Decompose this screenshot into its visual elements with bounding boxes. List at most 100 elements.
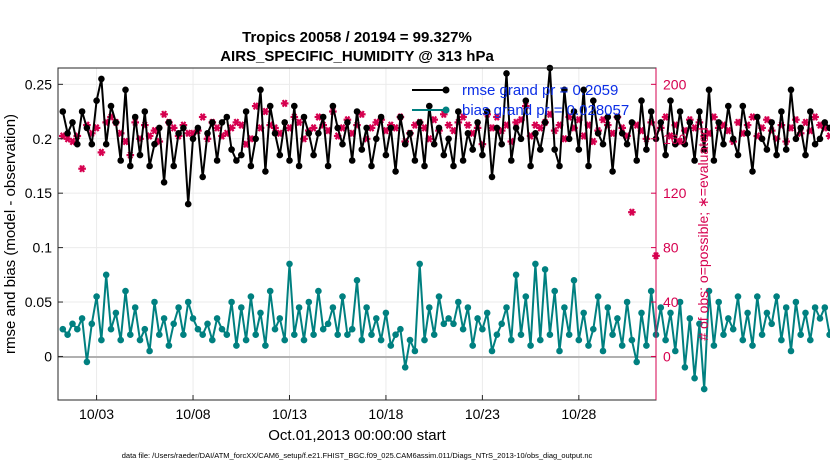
count-point-stroke [59,132,66,140]
count-point-stroke [358,110,365,119]
y-tick-label-right: 40 [663,294,679,310]
count-point [628,208,636,217]
bias-point [276,315,284,322]
count-point-stroke [98,148,105,157]
rmse-point [763,146,771,153]
bias-point [295,304,303,311]
rmse-series [59,64,830,208]
rmse-point [69,119,76,126]
count-point [493,113,501,121]
count-point [599,115,607,124]
count-point-stroke [243,140,249,149]
x-axis: 10/03 10/08 10/13 10/18 10/23 10/28 [79,395,597,422]
bias-point [319,325,327,333]
count-point-stroke [296,118,302,127]
rmse-point [324,162,332,170]
bias-point [117,336,124,344]
rmse-point [416,119,424,126]
rmse-point [643,146,650,153]
rmse-point [773,151,780,159]
rmse-point [792,135,800,143]
y-tick-label-left: 0.2 [33,131,53,147]
rmse-point [594,130,602,137]
rmse-point [686,119,694,126]
rmse-point [238,151,245,159]
bias-point [78,315,86,322]
count-point-stroke [310,124,317,132]
count-point-stroke [537,124,544,132]
bias-point [430,331,438,339]
rmse-point [459,157,467,164]
bias-point [541,266,549,273]
bias-point [739,336,747,344]
rmse-point [74,140,81,148]
rmse-point [127,162,134,170]
bias-point [83,358,91,366]
count-point [763,115,771,124]
count-point [444,121,453,129]
count-point-stroke [79,164,85,173]
rmse-point [483,108,491,115]
rmse-point [445,135,452,143]
bias-point [643,342,650,349]
rmse-point [696,108,703,115]
bias-point [459,325,467,333]
rmse-point [474,119,481,126]
count-point-stroke [214,124,220,132]
bias-point [522,293,530,300]
count-point-stroke [421,124,428,132]
count-point [213,124,221,132]
rmse-point [464,130,472,137]
bias-point [281,336,289,344]
bias-point [483,309,491,317]
bias-point [667,309,674,317]
bias-point [363,304,370,311]
rmse-point [98,75,105,83]
bias-point [797,331,804,339]
bias-point [266,287,274,295]
bias-point [710,342,718,349]
rmse-point [141,108,149,115]
bias-point [406,336,414,344]
rmse-point [551,146,558,153]
bias-point [517,331,525,339]
bias-point [464,304,472,311]
rmse-point [319,113,327,121]
rmse-point [734,151,742,159]
rmse-point [802,151,809,159]
count-point-stroke [146,132,153,140]
rmse-point [720,140,727,148]
bias-point [657,304,665,311]
count-point-stroke [170,124,177,132]
rmse-point [59,108,67,115]
rmse-point [281,119,289,126]
count-point-stroke [286,124,293,132]
rmse-point [729,135,737,143]
count-point [280,99,289,108]
rmse-point [585,162,592,170]
bias-point [532,260,539,268]
count-point [160,110,168,119]
rmse-point [537,146,544,153]
count-point-stroke [494,113,500,121]
count-point-stroke [667,132,674,140]
bias-point [609,331,616,339]
bias-point [102,271,110,279]
rmse-point [816,135,824,143]
count-point-stroke [662,113,669,121]
count-point-stroke [238,121,245,129]
rmse-point [310,151,317,159]
bias-point [435,293,443,300]
rmse-point [107,102,115,110]
rmse-point [739,102,747,110]
bias-series [59,260,830,393]
bias-point [189,315,197,322]
rmse-point [204,130,211,137]
x-tick-label: 10/18 [368,406,403,422]
bias-point [445,315,452,322]
rmse-point [242,108,250,115]
rmse-point [382,151,390,159]
count-point-stroke [383,126,389,135]
bias-point [74,325,81,333]
